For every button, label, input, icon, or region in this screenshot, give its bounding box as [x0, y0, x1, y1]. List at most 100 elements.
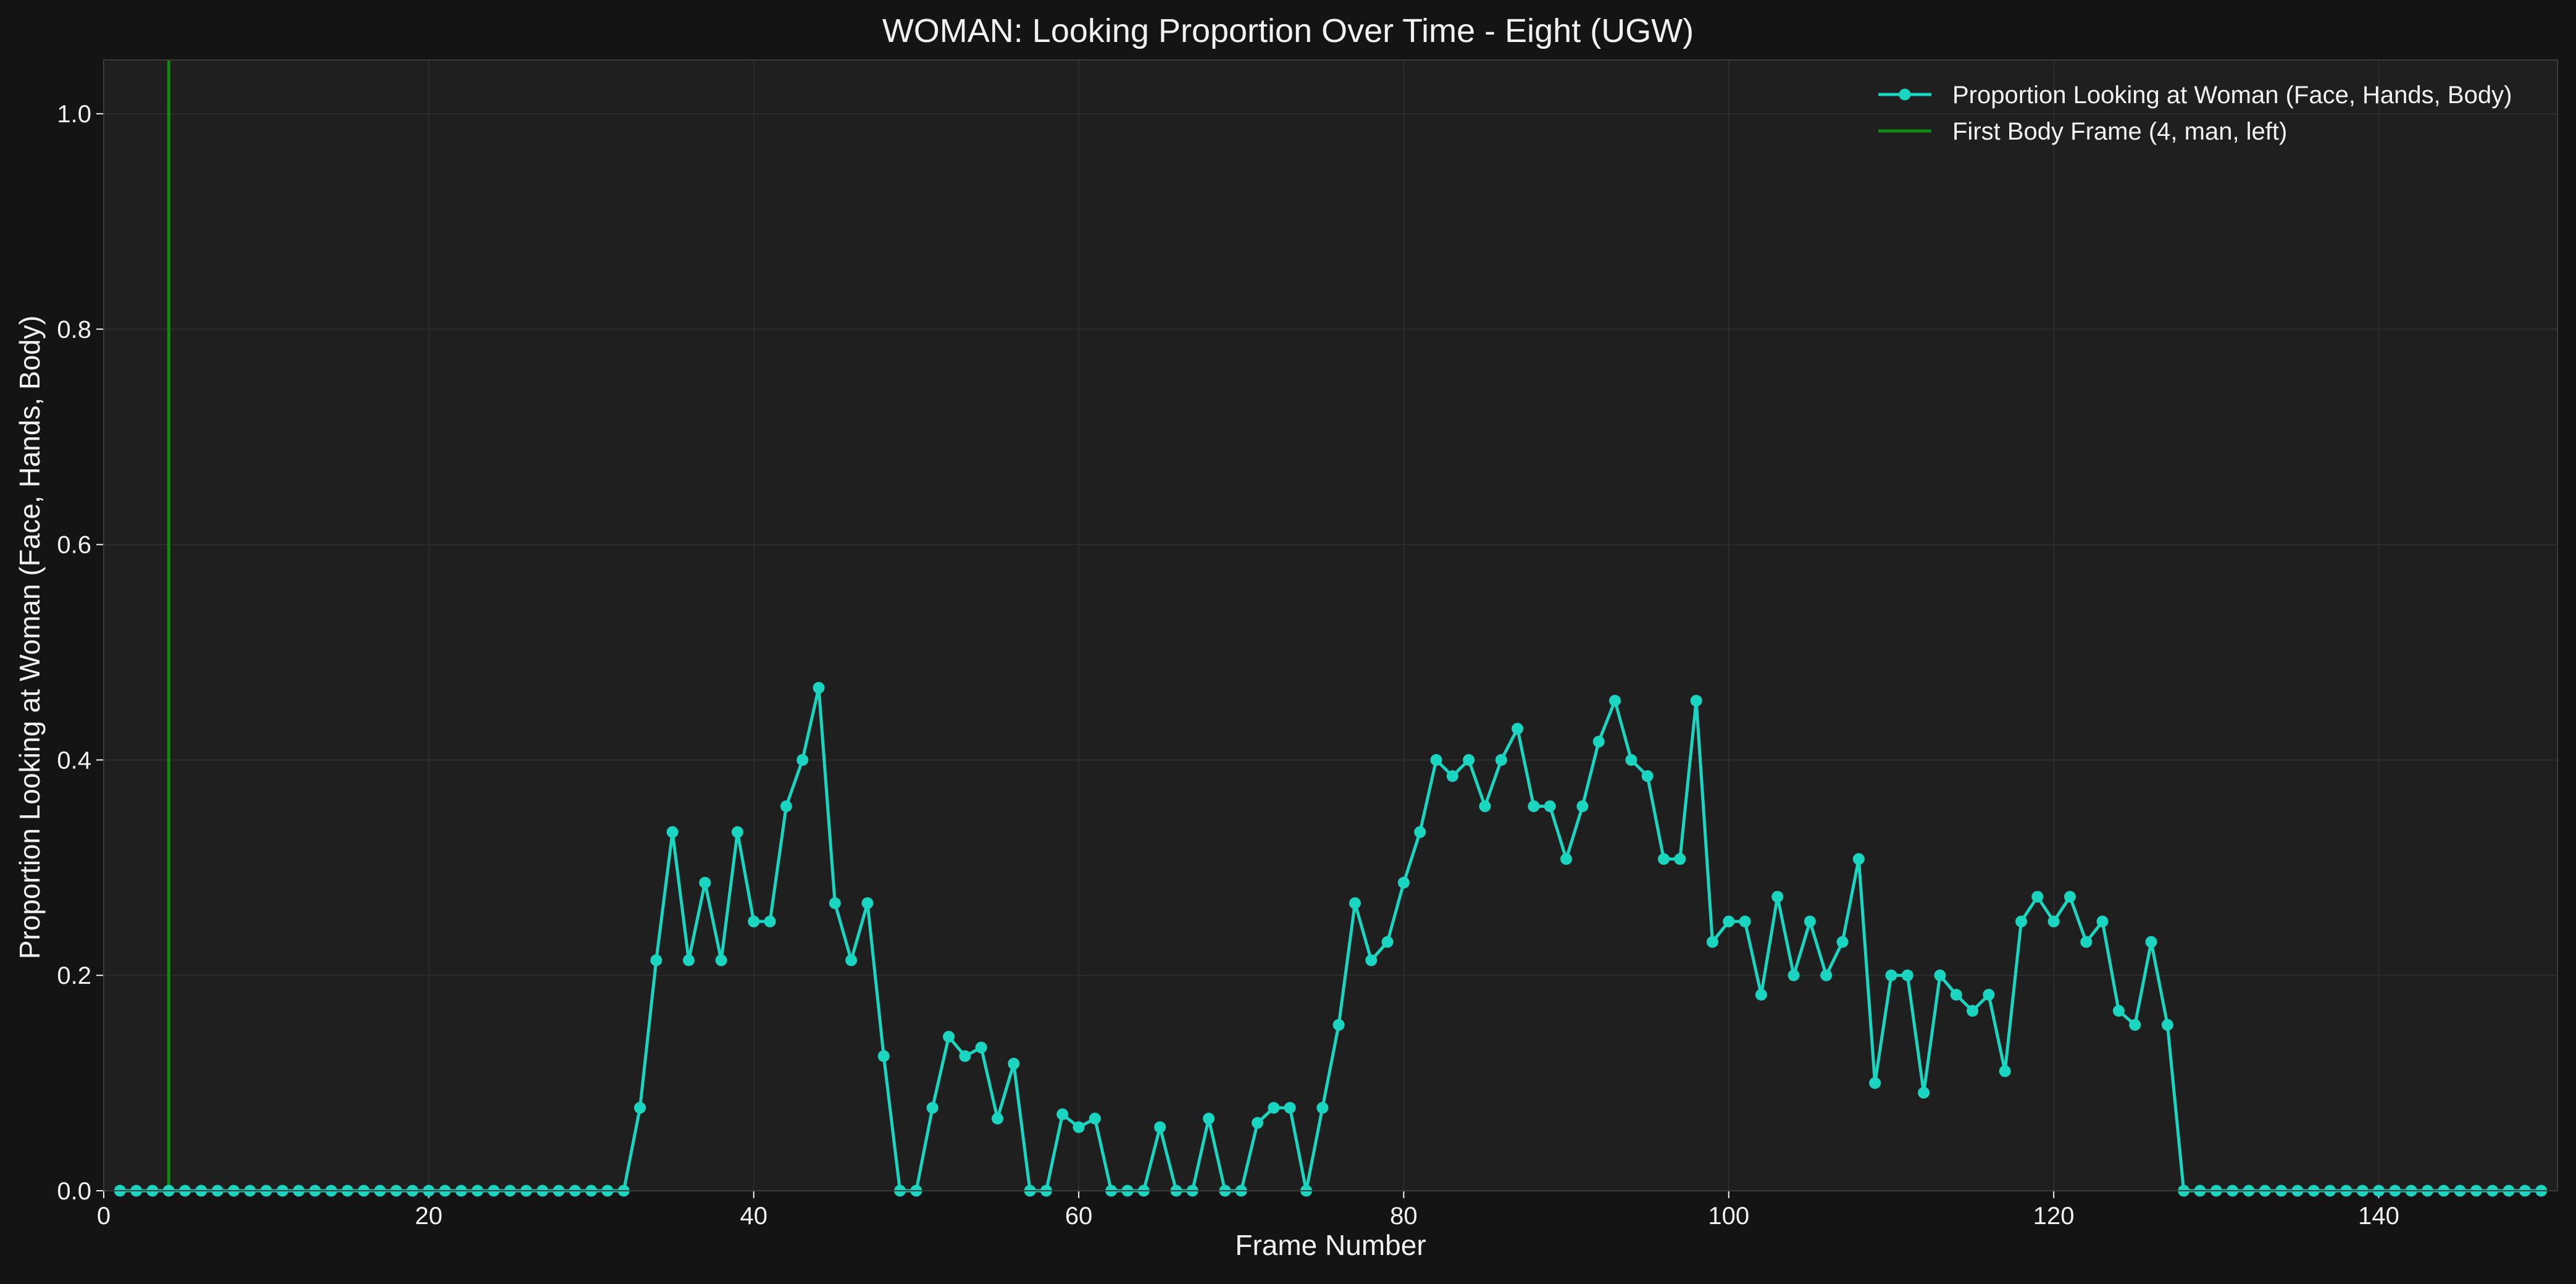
data-point — [1999, 1065, 2011, 1077]
data-point — [1771, 891, 1784, 903]
data-point — [1381, 936, 1394, 948]
data-point — [1154, 1121, 1166, 1133]
x-tick-label: 60 — [1065, 1202, 1093, 1230]
plot-frame — [103, 59, 2558, 1191]
data-point — [715, 954, 727, 967]
y-axis-label: Proportion Looking at Woman (Face, Hands… — [14, 316, 46, 959]
data-point — [1901, 969, 1913, 981]
data-point — [1788, 969, 1800, 981]
data-point — [2064, 891, 2076, 903]
y-tick-label: 1.0 — [57, 101, 91, 128]
data-point — [975, 1041, 987, 1054]
data-point — [1073, 1121, 1085, 1133]
legend-swatch-marker — [1899, 88, 1911, 101]
data-point — [1463, 753, 1475, 766]
data-point — [1950, 989, 1962, 1001]
data-point — [813, 682, 825, 694]
y-tick-label: 0.0 — [57, 1178, 91, 1205]
data-point — [2112, 1005, 2125, 1017]
x-tick-label: 140 — [2358, 1202, 2399, 1230]
plot-area: 0 20 40 60 80 100 120 140 0.0 0.2 0.4 0.6 0.8 1.0 Prop… — [57, 59, 2558, 1230]
x-tick-label: 0 — [97, 1202, 111, 1230]
data-point — [634, 1102, 646, 1114]
data-point — [1983, 989, 1995, 1001]
data-point — [1836, 936, 1849, 948]
data-point — [2161, 1018, 2173, 1031]
data-point — [1512, 723, 1524, 735]
legend-label-series: Proportion Looking at Woman (Face, Hands… — [1952, 82, 2512, 109]
data-point — [1885, 969, 1897, 981]
data-point — [2129, 1018, 2141, 1031]
data-point — [1576, 800, 1589, 812]
data-point — [1739, 915, 1751, 928]
data-point — [2015, 915, 2028, 928]
plot-background — [104, 60, 2557, 1191]
data-point — [1430, 753, 1442, 766]
data-point — [1332, 1018, 1345, 1031]
data-point — [780, 800, 792, 812]
data-point — [1869, 1077, 1881, 1089]
data-point — [1495, 753, 1507, 766]
data-point — [1008, 1057, 1020, 1070]
data-point — [764, 915, 776, 928]
legend-label-vline: First Body Frame (4, man, left) — [1952, 118, 2287, 145]
data-point — [1252, 1117, 1264, 1129]
data-point — [1479, 800, 1491, 812]
data-point — [748, 915, 760, 928]
data-point — [845, 954, 858, 967]
x-axis-label: Frame Number — [1235, 1229, 1426, 1261]
data-point — [1592, 736, 1605, 748]
data-point — [926, 1102, 939, 1114]
x-tick-label: 120 — [2033, 1202, 2075, 1230]
data-point — [1625, 753, 1637, 766]
data-point — [1203, 1112, 1215, 1125]
data-point — [1349, 897, 1361, 909]
data-point — [1755, 989, 1767, 1001]
data-point — [666, 826, 679, 838]
data-point — [1934, 969, 1946, 981]
data-point — [1852, 853, 1865, 865]
data-point — [877, 1050, 890, 1062]
data-point — [1528, 800, 1540, 812]
data-point — [682, 954, 695, 967]
data-point — [1658, 853, 1670, 865]
data-point — [1365, 954, 1378, 967]
data-point — [1560, 853, 1573, 865]
data-point — [2047, 915, 2060, 928]
data-point — [991, 1112, 1003, 1125]
data-point — [1316, 1102, 1329, 1114]
data-point — [2031, 891, 2044, 903]
x-tick-label: 80 — [1390, 1202, 1418, 1230]
data-point — [650, 954, 663, 967]
data-point — [1918, 1086, 1930, 1099]
data-point — [1723, 915, 1735, 928]
legend: Proportion Looking at Woman (Face, Hands… — [1878, 82, 2512, 145]
x-tick-label: 100 — [1708, 1202, 1749, 1230]
y-tick-label: 0.4 — [57, 747, 91, 774]
data-point — [731, 826, 743, 838]
data-point — [2145, 936, 2157, 948]
data-point — [829, 897, 841, 909]
data-point — [1544, 800, 1556, 812]
data-point — [1641, 770, 1654, 783]
data-point — [1397, 876, 1410, 889]
data-point — [1967, 1005, 1979, 1017]
data-point — [1820, 969, 1833, 981]
data-point — [2096, 915, 2109, 928]
data-point — [1446, 770, 1458, 783]
data-point — [797, 753, 809, 766]
data-point — [1690, 695, 1702, 707]
data-point — [1056, 1108, 1069, 1120]
x-tick-label: 20 — [415, 1202, 443, 1230]
data-point — [2080, 936, 2093, 948]
data-point — [1674, 853, 1686, 865]
data-point — [1414, 826, 1426, 838]
data-point — [1706, 936, 1718, 948]
y-tick-label: 0.2 — [57, 962, 91, 989]
data-point — [943, 1031, 955, 1043]
x-tick-label: 40 — [740, 1202, 767, 1230]
data-point — [959, 1050, 971, 1062]
data-point — [1804, 915, 1816, 928]
data-point — [861, 897, 874, 909]
